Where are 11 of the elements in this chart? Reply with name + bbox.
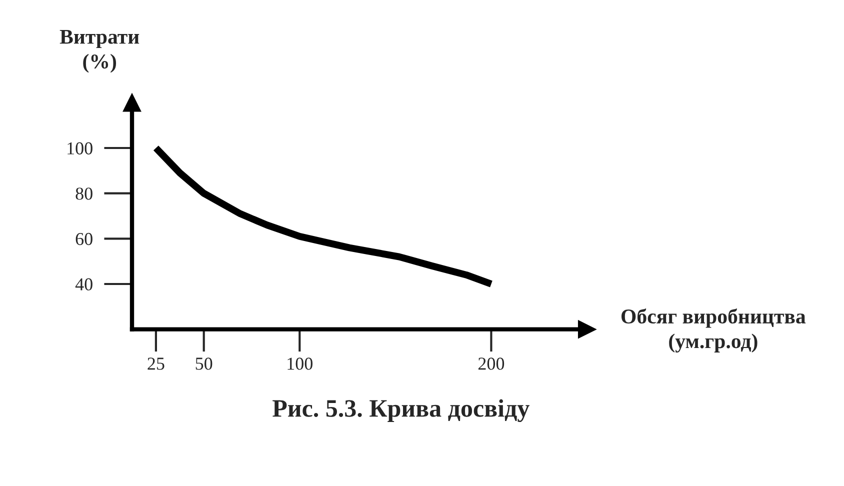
x-tick-label: 25 [148,358,164,370]
x-tick-label: 200 [478,358,504,370]
y-tick-label: 100 [68,142,92,154]
x-tick-label: 50 [196,358,212,370]
x-tick-label: 100 [288,358,312,370]
y-tick-label: 80 [76,188,92,200]
x-axis-title: Обсяг виробництва (ум.гр.од) [622,308,806,353]
y-tick-label: 40 [75,278,92,290]
y-axis-title: Витрати (%) [60,30,140,73]
text: Рис. 5.3. Крива досвіду [272,399,530,422]
y-tick-label: 60 [76,232,92,246]
